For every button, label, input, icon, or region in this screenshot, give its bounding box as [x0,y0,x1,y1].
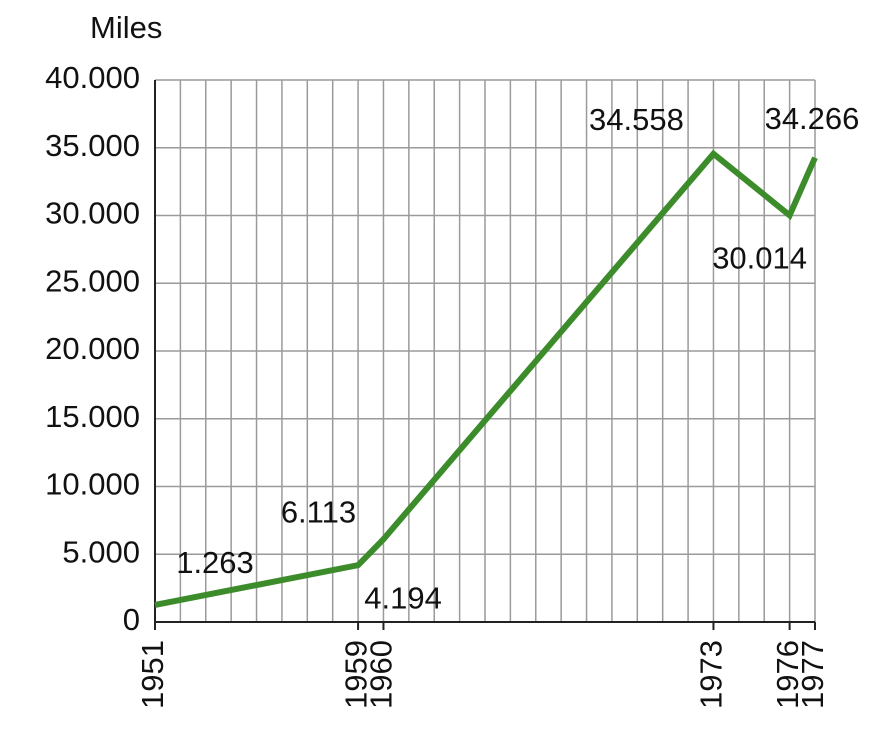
x-tick-label: 1977 [795,640,830,709]
y-tick-label: 35.000 [45,128,140,163]
y-tick-label: 25.000 [45,263,140,298]
data-label: 6.113 [281,494,356,529]
line [154,149,818,608]
data-label: 34.266 [765,101,860,136]
x-tick-label: 1973 [694,640,729,709]
x-tick-label: 1951 [135,640,170,709]
x-tick-label: 1960 [364,640,399,709]
y-tick-label: 0 [123,602,140,637]
y-tick-label: 10.000 [45,467,140,502]
y-tick-label: 20.000 [45,331,140,366]
x-tick-label: 1976 [770,640,805,709]
y-tick-label: 30.000 [45,196,140,231]
y-tick-label: 40.000 [45,60,140,95]
y-tick-label: 5.000 [62,534,140,569]
x-tick-label: 1959 [338,640,373,709]
data-label: 4.194 [364,580,442,615]
data-label: 1.263 [176,545,254,580]
y-tick-label: 15.000 [45,399,140,434]
data-label: 30.014 [712,240,807,275]
y-axis-label: Miles [90,10,162,45]
data-label: 34.558 [589,102,684,137]
